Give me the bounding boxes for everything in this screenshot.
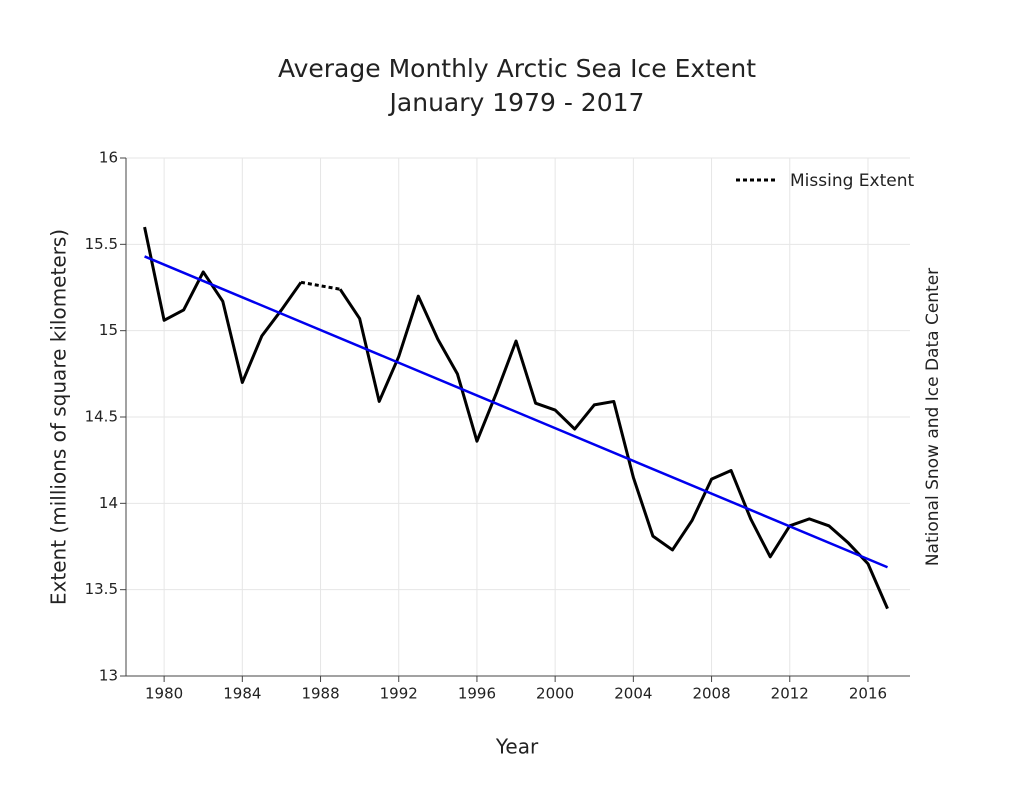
y-tick-label: 13 <box>99 667 118 685</box>
x-tick-label: 2008 <box>692 685 730 703</box>
y-tick-label: 14 <box>99 494 118 512</box>
chart-subtitle: January 1979 - 2017 <box>388 88 645 117</box>
x-tick-label: 1988 <box>301 685 339 703</box>
trend-line <box>144 255 888 569</box>
x-tick-label: 1996 <box>458 685 496 703</box>
data-line <box>143 226 303 384</box>
source-label: National Snow and Ice Data Center <box>923 268 943 566</box>
x-tick-label: 2016 <box>849 685 887 703</box>
y-tick-label: 16 <box>99 149 118 167</box>
x-tick-label: 1980 <box>145 685 183 703</box>
x-tick-label: 1992 <box>380 685 418 703</box>
x-tick-label: 1984 <box>223 685 261 703</box>
y-axis-label: Extent (millions of square kilometers) <box>47 229 71 605</box>
y-tick-label: 15 <box>99 321 118 339</box>
legend-label: Missing Extent <box>790 171 914 191</box>
x-tick-label: 2000 <box>536 685 574 703</box>
x-tick-label: 2012 <box>771 685 809 703</box>
chart-title: Average Monthly Arctic Sea Ice Extent <box>278 54 756 83</box>
y-tick-label: 15.5 <box>85 235 118 253</box>
x-tick-label: 2004 <box>614 685 652 703</box>
y-tick-label: 13.5 <box>85 580 118 598</box>
data-line <box>338 288 889 610</box>
y-tick-label: 14.5 <box>85 408 118 426</box>
x-axis-label: Year <box>495 735 539 759</box>
